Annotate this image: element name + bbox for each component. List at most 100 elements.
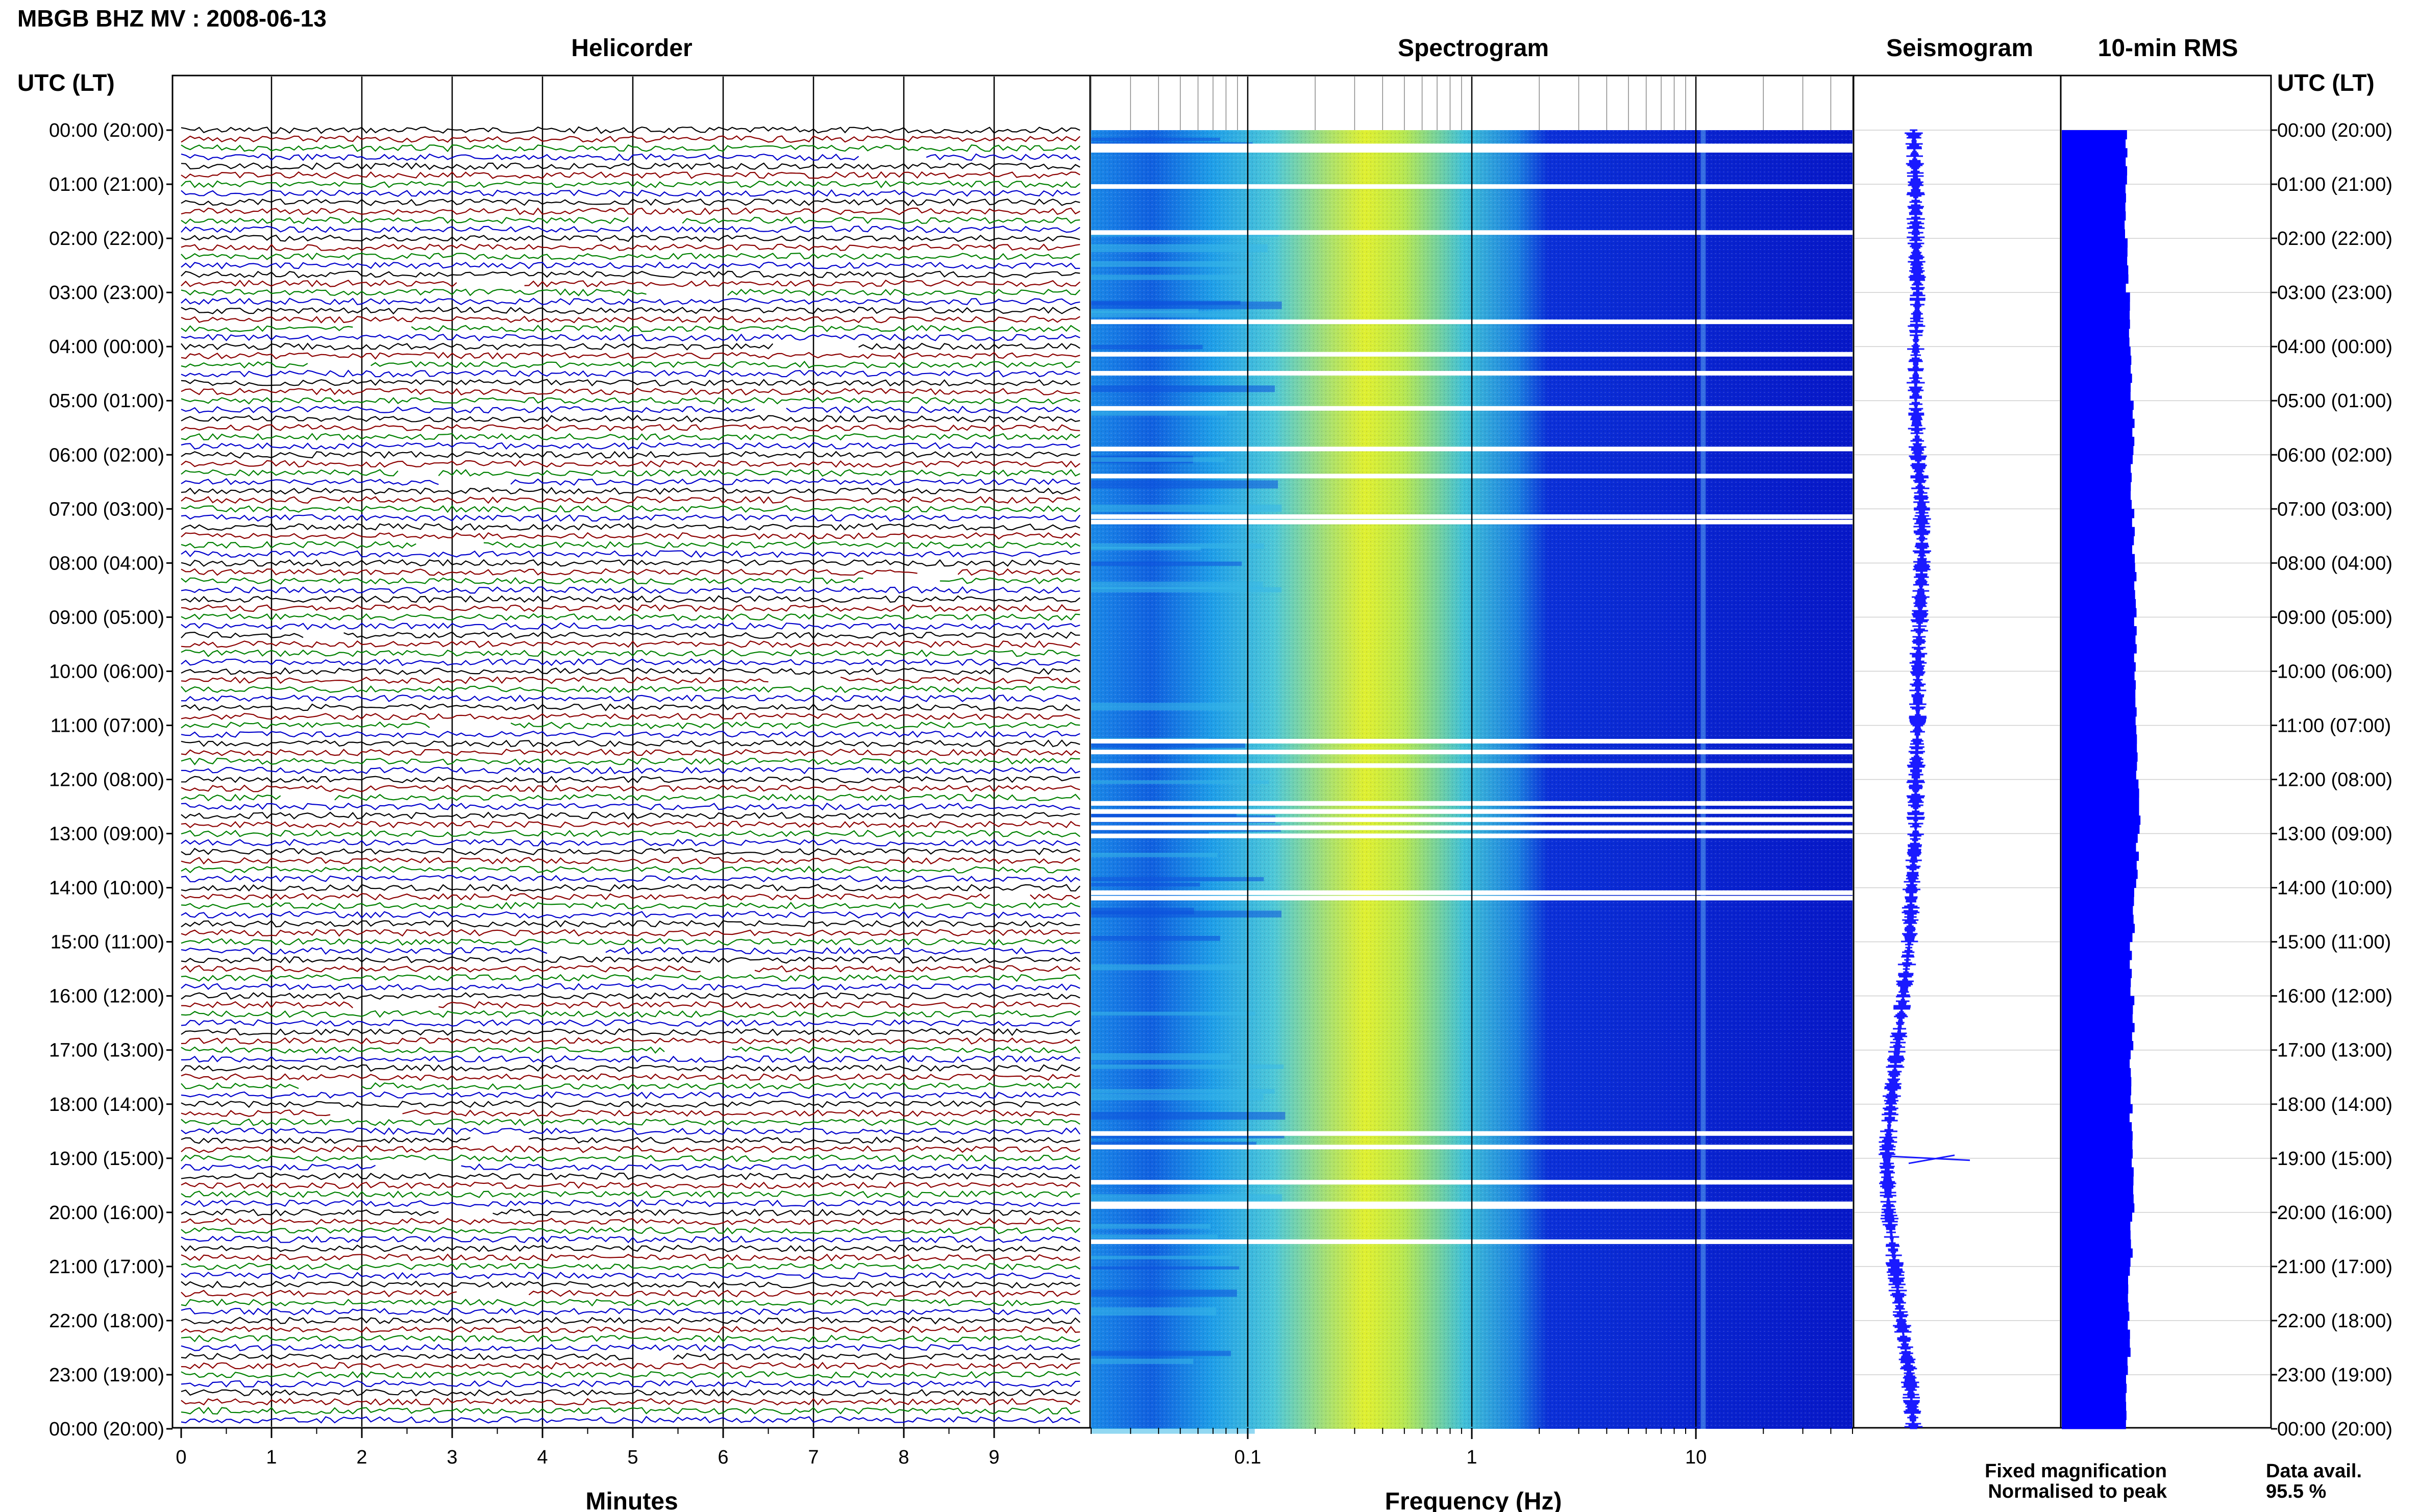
rms-bar xyxy=(2062,310,2130,320)
spectrogram-x-ticks: 0.1 1 10 xyxy=(1091,1428,1853,1468)
helicorder-trace-line xyxy=(181,1371,1080,1379)
helicorder-trace-line xyxy=(181,171,1080,179)
helicorder-trace-line xyxy=(181,811,1080,820)
helicorder-trace-line xyxy=(181,856,1080,865)
rms-bar xyxy=(2062,1401,2127,1411)
helicorder-trace-line xyxy=(181,559,1080,567)
helicorder-trace-line xyxy=(181,298,1080,306)
spectrogram-band xyxy=(1091,1234,1218,1239)
helicorder-trace-line xyxy=(181,1118,1080,1126)
helicorder-trace-line xyxy=(181,649,1080,657)
rms-bar xyxy=(2062,1113,2130,1123)
spectrogram-tick-label: 0.1 xyxy=(1234,1447,1261,1468)
helicorder-trace-line xyxy=(181,595,1080,603)
rms-bar xyxy=(2062,148,2128,158)
rms-bar xyxy=(2062,211,2126,221)
helicorder-trace-line xyxy=(181,730,1080,738)
helicorder-trace-line xyxy=(181,243,1080,251)
spectrogram-band xyxy=(1091,853,1218,857)
helicorder-trace-line xyxy=(181,829,1080,837)
rms-bar xyxy=(2062,1284,2129,1294)
spectrogram-band xyxy=(1091,1053,1231,1060)
rms-bar xyxy=(2062,1023,2135,1032)
rms-bar xyxy=(2062,842,2136,852)
helicorder-trace-line xyxy=(181,1154,1080,1162)
hour-label-left: 19:00 (15:00) xyxy=(49,1148,164,1170)
rms-bar xyxy=(2062,346,2131,356)
spectrogram-title: Spectrogram xyxy=(1398,35,1549,62)
helicorder-trace-line xyxy=(181,1334,1080,1343)
helicorder-tick-label: 2 xyxy=(356,1447,367,1468)
hour-label-right: 07:00 (03:00) xyxy=(2277,499,2392,520)
hour-label-right: 05:00 (01:00) xyxy=(2277,390,2392,412)
helicorder-tick-label: 9 xyxy=(989,1447,999,1468)
rms-bar xyxy=(2062,581,2135,590)
helicorder-trace-line xyxy=(181,802,1080,811)
spectrogram-band xyxy=(1091,137,1220,141)
spectrogram-band xyxy=(1091,1307,1217,1316)
seismogram-event-burst xyxy=(1888,1154,1970,1164)
helicorder-trace-line xyxy=(181,424,1080,432)
helicorder-trace-line xyxy=(181,1217,1080,1225)
left-axis-header: UTC (LT) xyxy=(17,69,115,96)
rms-bar xyxy=(2062,157,2126,167)
helicorder-trace-line xyxy=(181,387,1080,396)
rms-bar xyxy=(2062,1086,2132,1096)
helicorder-trace-line xyxy=(181,1145,1080,1153)
rms-bar xyxy=(2062,301,2130,311)
helicorder-trace-line xyxy=(181,1280,1080,1289)
rms-bar xyxy=(2062,743,2137,753)
helicorder-trace-line xyxy=(181,1190,1080,1199)
rms-bar xyxy=(2062,797,2139,807)
helicorder-tick-label: 7 xyxy=(808,1447,819,1468)
hour-label-left: 09:00 (05:00) xyxy=(49,607,164,628)
helicorder-trace-line xyxy=(181,1136,1080,1144)
spectrogram-band xyxy=(1091,275,1249,280)
rms-bar xyxy=(2062,851,2139,861)
rms-bar xyxy=(2062,1122,2132,1132)
helicorder-trace-line xyxy=(181,667,1080,675)
helicorder-trace-line xyxy=(181,207,1080,215)
spectrogram-band xyxy=(1091,543,1264,549)
rms-bar xyxy=(2062,878,2136,888)
hour-label-left: 15:00 (11:00) xyxy=(51,932,164,953)
rms-bar xyxy=(2062,1005,2133,1014)
rms-bar xyxy=(2062,617,2134,627)
helicorder-trace-line xyxy=(181,1001,1080,1009)
helicorder-trace-line xyxy=(181,748,1080,757)
hour-label-left: 00:00 (20:00) xyxy=(49,1419,164,1440)
helicorder-trace-line xyxy=(181,1272,1080,1280)
rms-bars xyxy=(2062,130,2141,1429)
hour-label-right: 22:00 (18:00) xyxy=(2277,1310,2392,1332)
helicorder-tick-label: 6 xyxy=(718,1447,728,1468)
helicorder-tick-label: 1 xyxy=(266,1447,277,1468)
rms-bar xyxy=(2062,779,2139,789)
spectrogram-band xyxy=(1091,261,1252,267)
hour-label-left: 23:00 (19:00) xyxy=(49,1365,164,1386)
rms-bar xyxy=(2062,1329,2130,1339)
helicorder-trace-line xyxy=(181,821,1080,829)
spectrogram-band xyxy=(1091,581,1263,589)
spectrogram-band xyxy=(1091,457,1225,462)
helicorder-trace-line xyxy=(181,640,1080,648)
helicorder-trace-line xyxy=(181,685,1080,693)
availability-label: Data avail. xyxy=(2266,1460,2362,1482)
rms-bar xyxy=(2062,1366,2128,1375)
rms-bar xyxy=(2062,1077,2132,1086)
rms-bar xyxy=(2062,1185,2133,1195)
helicorder-tick-label: 8 xyxy=(898,1447,909,1468)
rms-bar xyxy=(2062,220,2125,230)
helicorder-tick-label: 4 xyxy=(537,1447,548,1468)
legend-fixed-magnification: Fixed magnification xyxy=(1985,1460,2167,1482)
rms-bar xyxy=(2062,337,2130,347)
hour-label-left: 13:00 (09:00) xyxy=(49,824,164,845)
helicorder-trace-line xyxy=(181,342,1080,351)
hour-label-left: 08:00 (04:00) xyxy=(49,553,164,574)
rms-bar xyxy=(2062,653,2134,663)
helicorder-trace-line xyxy=(181,189,1080,197)
spectrogram-band xyxy=(1091,344,1203,350)
rms-bar xyxy=(2062,409,2133,419)
helicorder-trace-line xyxy=(181,523,1080,531)
helicorder-trace-line xyxy=(181,162,1080,170)
helicorder-trace-line xyxy=(181,1073,1080,1081)
